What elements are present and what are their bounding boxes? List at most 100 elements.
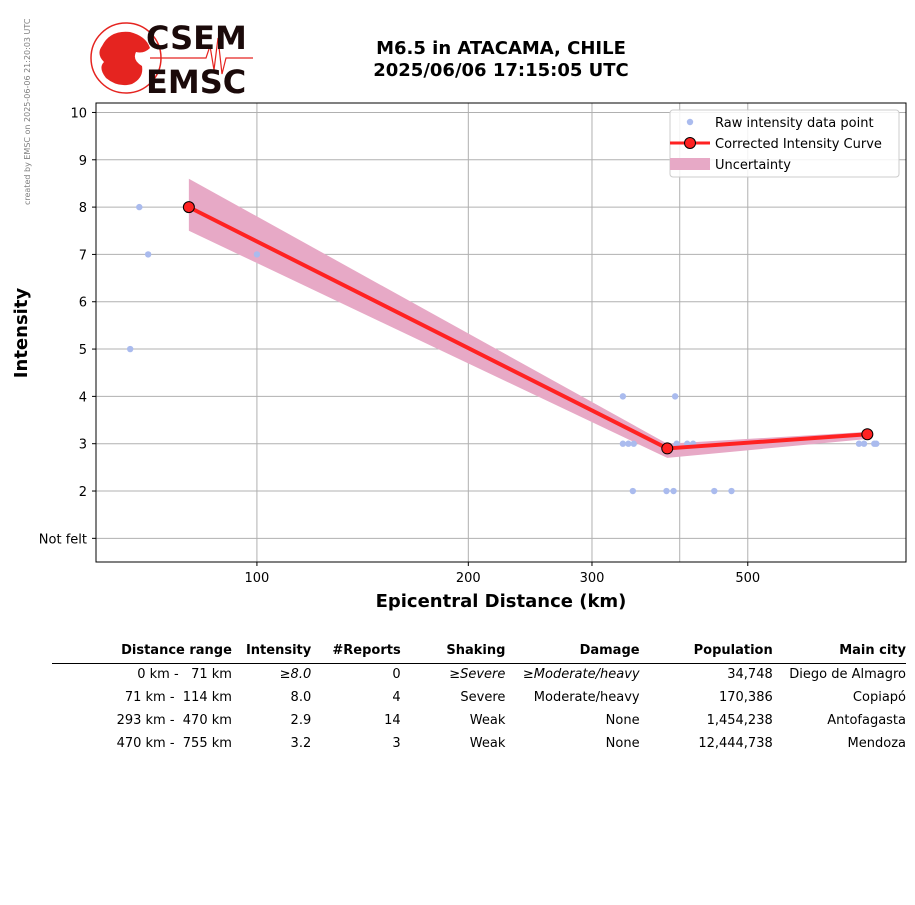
legend-uncertainty-swatch <box>670 158 710 170</box>
cell-distance-range: 0 km - 71 km <box>137 667 232 682</box>
logo-text-emsc: EMSC <box>146 63 246 98</box>
cell-distance-range: 71 km - 114 km <box>124 690 232 705</box>
cell-intensity: 8.0 <box>290 690 312 705</box>
cell-main-city: Diego de Almagro <box>789 667 906 682</box>
logo-continents <box>99 31 150 86</box>
x-tick-label: 100 <box>245 571 270 586</box>
y-tick-label: 6 <box>79 296 87 311</box>
table-header-row: Distance range Intensity #Reports Shakin… <box>52 640 906 664</box>
y-tick-label: 3 <box>79 438 87 453</box>
cell-population: 12,444,738 <box>698 736 773 751</box>
legend-curve-label: Corrected Intensity Curve <box>715 137 882 152</box>
raw-data-point <box>728 487 735 495</box>
raw-data-point <box>873 440 880 447</box>
raw-data-point <box>630 440 637 447</box>
raw-data-point <box>711 487 718 495</box>
y-tick-label: Not felt <box>39 532 87 547</box>
y-tick-label: 5 <box>79 343 87 358</box>
curve-layer <box>182 201 874 455</box>
y-tick-label: 7 <box>79 248 87 263</box>
cell-population: 170,386 <box>718 690 773 705</box>
legend-raw-label: Raw intensity data point <box>715 116 874 131</box>
x-tick-label: 500 <box>735 571 760 586</box>
cell-distance-range: 470 km - 755 km <box>116 736 232 751</box>
table-body: 0 km - 71 km ≥8.0 0 ≥Severe ≥Moderate/heavy 3… <box>52 664 906 757</box>
raw-points-layer <box>126 203 880 495</box>
cell-intensity: 3.2 <box>290 736 312 751</box>
y-tick-label: 2 <box>79 485 87 500</box>
raw-data-point <box>619 440 627 447</box>
legend-raw-marker <box>686 118 694 126</box>
csem-emsc-logo: CSEM EMSC <box>90 19 253 98</box>
cell-shaking: Weak <box>469 736 506 751</box>
x-tick-label: 300 <box>580 571 605 586</box>
cell-reports: 4 <box>392 690 401 705</box>
raw-data-point <box>619 393 627 400</box>
header-damage: Damage <box>505 640 640 664</box>
raw-data-point <box>126 345 134 353</box>
cell-intensity: ≥8.0 <box>279 667 312 682</box>
raw-data-point <box>625 440 632 447</box>
raw-data-point <box>671 393 679 400</box>
cell-reports: 0 <box>392 667 401 682</box>
header-shaking: Shaking <box>400 640 506 664</box>
table-row: 71 km - 114 km 8.0 4 Severe Moderate/heavy 17… <box>52 687 906 710</box>
title-datetime: 2025/06/06 17:15:05 UTC <box>373 60 629 81</box>
x-axis-label: Epicentral Distance (km) <box>376 591 627 612</box>
header-intensity: Intensity <box>231 640 312 664</box>
cell-main-city: Mendoza <box>847 736 906 751</box>
raw-data-point <box>673 440 680 447</box>
raw-data-point <box>663 487 670 495</box>
cell-shaking: Severe <box>460 690 506 705</box>
cell-damage: ≥Moderate/heavy <box>522 667 640 682</box>
cell-main-city: Antofagasta <box>827 713 906 728</box>
table-row: 470 km - 755 km 3.2 3 Weak None 12,444,738 Men… <box>52 733 906 756</box>
cell-distance-range: 293 km - 470 km <box>116 713 232 728</box>
cell-reports: 14 <box>384 713 401 728</box>
raw-data-point <box>253 251 261 258</box>
y-axis-label: Intensity <box>11 288 32 379</box>
cell-damage: Moderate/heavy <box>533 690 640 705</box>
header-distance-range: Distance range <box>52 640 232 664</box>
cell-intensity: 2.9 <box>290 713 312 728</box>
cell-shaking: ≥Severe <box>449 667 506 682</box>
ticks: 100 200 300 500 Not felt 2 3 4 5 6 7 8 9 10 <box>39 106 760 586</box>
table-row: 293 km - 470 km 2.9 14 Weak None 1,454,238 Ant… <box>52 710 906 733</box>
uncertainty-band-layer <box>188 178 868 458</box>
raw-data-point <box>629 487 637 495</box>
curve-point <box>861 428 874 441</box>
header-main-city: Main city <box>772 640 906 664</box>
cell-population: 1,454,238 <box>706 713 773 728</box>
raw-data-point <box>144 251 152 258</box>
x-tick-label: 200 <box>456 571 481 586</box>
legend-curve-marker <box>684 137 696 149</box>
intensity-table: Distance range Intensity #Reports Shakin… <box>52 640 906 756</box>
cell-damage: None <box>605 736 640 751</box>
raw-data-point <box>860 440 868 447</box>
logo-text-csem: CSEM <box>146 19 247 57</box>
cell-main-city: Copiapó <box>852 690 906 705</box>
header-reports: #Reports <box>311 640 401 664</box>
logo-seismo-line <box>150 37 253 75</box>
y-tick-label: 10 <box>70 106 87 121</box>
cell-damage: None <box>605 713 640 728</box>
raw-data-point <box>670 487 677 495</box>
y-tick-label: 8 <box>79 201 87 216</box>
table-row: 0 km - 71 km ≥8.0 0 ≥Severe ≥Moderate/heavy 3… <box>52 664 906 688</box>
chart-title: M6.5 in ATACAMA, CHILE 2025/06/06 17:15:… <box>300 38 702 82</box>
header-population: Population <box>639 640 773 664</box>
y-tick-label: 4 <box>79 390 87 405</box>
plot-frame <box>95 102 907 563</box>
cell-population: 34,748 <box>727 667 773 682</box>
cell-reports: 3 <box>392 736 401 751</box>
curve-point <box>182 201 195 214</box>
legend-uncertainty-label: Uncertainty <box>715 158 791 173</box>
y-tick-label: 9 <box>79 154 87 169</box>
raw-data-point <box>855 440 863 447</box>
intensity-chart: 100 200 300 500 Not felt 2 3 4 5 6 7 8 9 10 Epicentra… <box>11 102 907 612</box>
uncertainty-band <box>188 178 868 458</box>
legend: Raw intensity data point Corrected Inten… <box>669 109 900 178</box>
grid <box>96 103 906 562</box>
raw-data-point <box>136 203 143 211</box>
curve-point <box>661 442 674 455</box>
